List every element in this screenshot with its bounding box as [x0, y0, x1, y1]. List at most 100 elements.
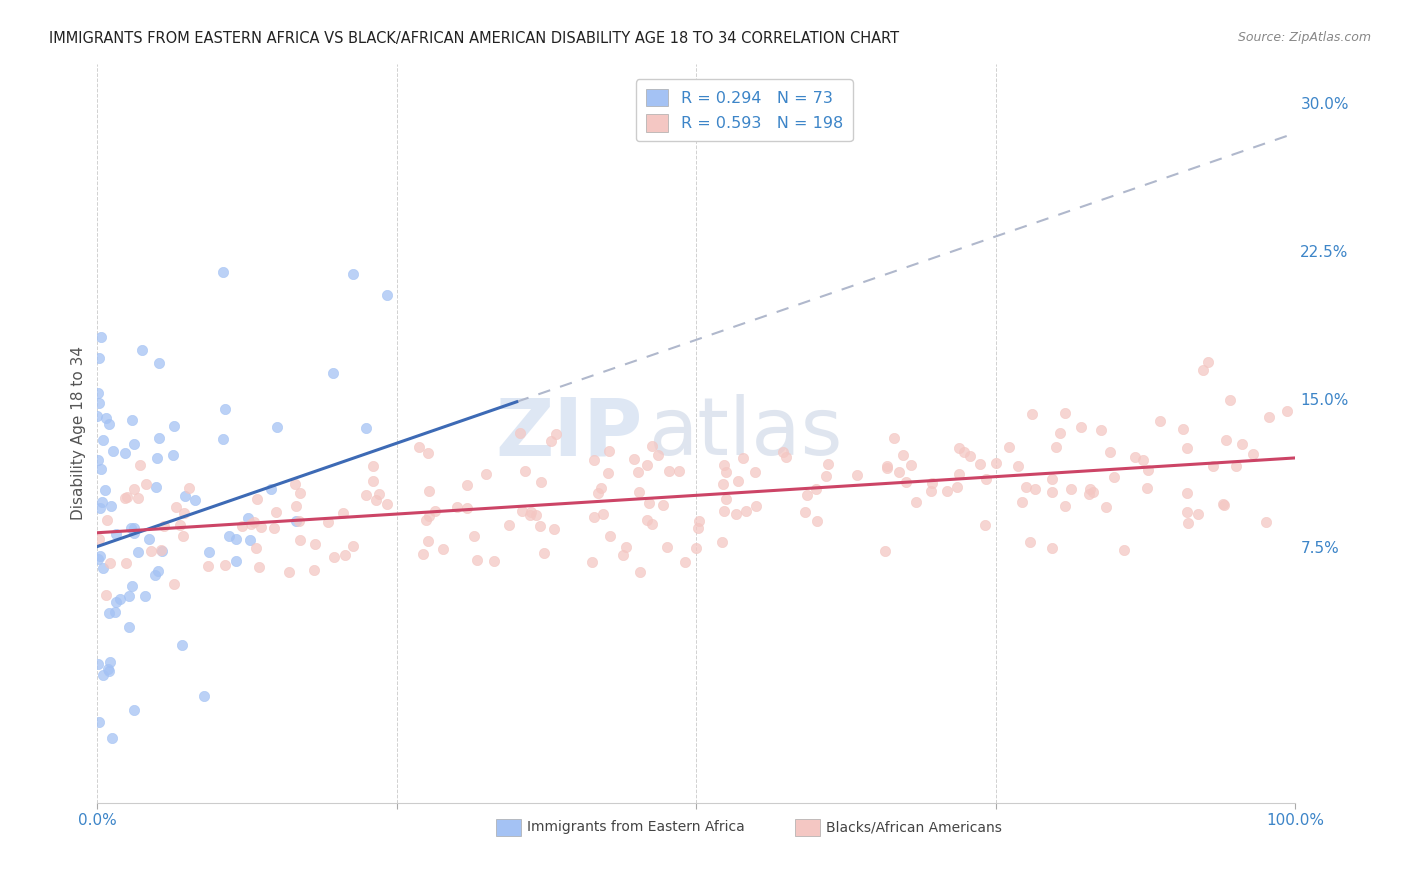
Point	[543, 522, 565, 536]
Point	[148, 356, 170, 370]
Point	[641, 517, 664, 532]
Point	[948, 441, 970, 455]
Point	[1175, 505, 1198, 519]
Point	[124, 703, 146, 717]
Point	[772, 444, 794, 458]
Point	[876, 461, 898, 475]
Point	[641, 439, 664, 453]
Point	[218, 529, 240, 543]
Point	[363, 459, 385, 474]
Point	[214, 402, 236, 417]
Text: Immigrants from Eastern Africa: Immigrants from Eastern Africa	[526, 821, 744, 835]
Point	[876, 458, 898, 473]
Point	[131, 343, 153, 357]
Point	[484, 554, 506, 568]
Point	[115, 490, 138, 504]
Point	[647, 448, 669, 462]
Point	[104, 605, 127, 619]
Point	[86, 409, 108, 424]
Point	[1225, 459, 1247, 474]
Point	[974, 472, 997, 486]
Point	[463, 529, 485, 543]
Text: Blacks/African Americans: Blacks/African Americans	[827, 821, 1002, 835]
Point	[530, 475, 553, 490]
Point	[135, 477, 157, 491]
Point	[416, 533, 439, 548]
Point	[86, 657, 108, 672]
Point	[509, 426, 531, 441]
Point	[1018, 534, 1040, 549]
Point	[1078, 486, 1101, 500]
Point	[104, 527, 127, 541]
Point	[121, 413, 143, 427]
Point	[184, 493, 207, 508]
Point	[122, 482, 145, 496]
Point	[418, 508, 440, 523]
Point	[465, 553, 488, 567]
Point	[94, 410, 117, 425]
Point	[134, 589, 156, 603]
Point	[1213, 498, 1236, 512]
Point	[250, 520, 273, 534]
Point	[1135, 481, 1157, 495]
Point	[592, 507, 614, 521]
Point	[98, 417, 121, 431]
Point	[1215, 433, 1237, 447]
Point	[806, 514, 828, 528]
Point	[236, 511, 259, 525]
Point	[198, 545, 221, 559]
Point	[122, 525, 145, 540]
Point	[894, 475, 917, 489]
Point	[1011, 495, 1033, 509]
Point	[515, 465, 537, 479]
Point	[724, 507, 747, 521]
Point	[533, 546, 555, 560]
Point	[1040, 541, 1063, 556]
Point	[90, 330, 112, 344]
Point	[418, 446, 440, 460]
Point	[456, 478, 478, 492]
Point	[1081, 485, 1104, 500]
Point	[986, 456, 1008, 470]
Point	[98, 556, 121, 570]
Point	[731, 450, 754, 465]
Point	[225, 532, 247, 546]
Point	[197, 559, 219, 574]
Point	[745, 500, 768, 514]
Point	[375, 497, 398, 511]
Point	[636, 458, 658, 472]
Point	[1054, 406, 1077, 420]
Point	[418, 483, 440, 498]
Point	[904, 495, 927, 509]
Point	[1177, 516, 1199, 530]
Point	[284, 477, 307, 491]
Point	[354, 487, 377, 501]
Point	[1175, 441, 1198, 455]
Point	[96, 513, 118, 527]
Point	[1054, 499, 1077, 513]
Point	[366, 493, 388, 508]
Point	[519, 505, 541, 519]
Point	[98, 655, 121, 669]
Point	[446, 500, 468, 514]
Point	[668, 464, 690, 478]
Point	[1094, 500, 1116, 514]
Point	[685, 541, 707, 556]
Point	[87, 715, 110, 730]
Point	[214, 558, 236, 572]
Point	[173, 489, 195, 503]
Point	[231, 518, 253, 533]
Point	[598, 466, 620, 480]
Point	[165, 500, 187, 515]
Point	[415, 513, 437, 527]
Point	[969, 457, 991, 471]
Point	[148, 431, 170, 445]
Point	[636, 513, 658, 527]
Point	[87, 532, 110, 546]
Point	[727, 475, 749, 489]
Point	[686, 521, 709, 535]
Point	[145, 479, 167, 493]
Point	[342, 539, 364, 553]
Point	[1078, 482, 1101, 496]
Point	[735, 503, 758, 517]
